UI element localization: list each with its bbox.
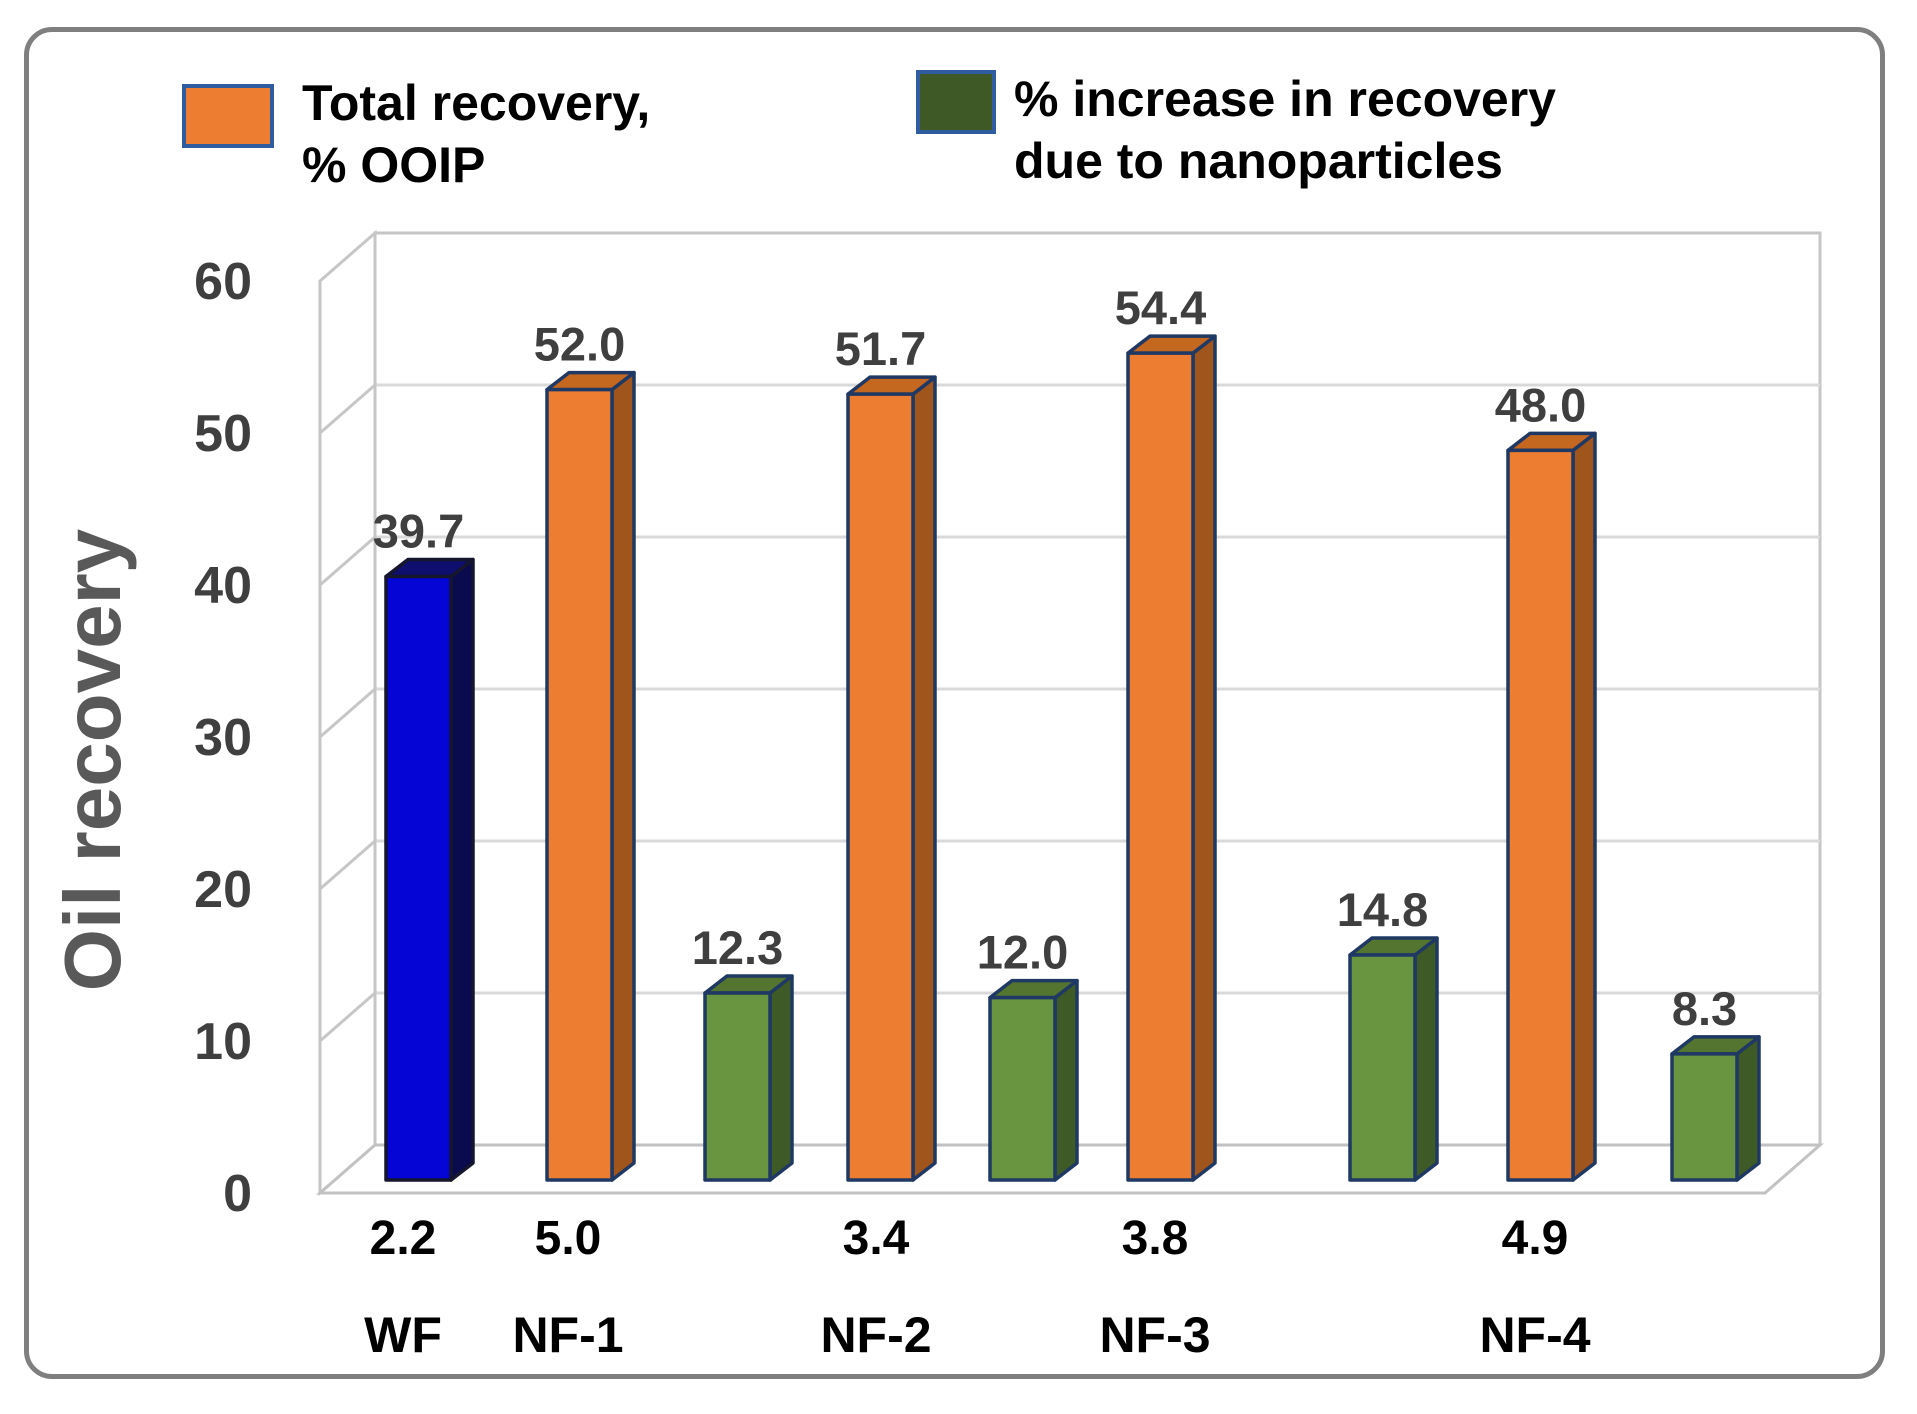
legend-label-line: % OOIP [302, 137, 486, 193]
left-wall-tick-50 [319, 383, 376, 435]
x-category-label-WF: WF [364, 1307, 442, 1363]
left-wall-tick-20 [319, 839, 376, 891]
y-tick-label-30: 30 [194, 709, 252, 767]
legend-label-line: % increase in recovery [1014, 71, 1556, 127]
bar-side-face [1735, 1035, 1761, 1182]
bar-NF-3-series-0 [1126, 334, 1217, 1182]
x-sublabel-WF: 2.2 [370, 1212, 437, 1265]
bar-front-face [1126, 351, 1195, 1182]
bar-value-label-NF-1-1: 12.3 [692, 921, 783, 974]
x-sublabel-NF-4: 4.9 [1502, 1212, 1569, 1265]
y-tick-label-0: 0 [223, 1165, 252, 1223]
bar-front-face [545, 387, 614, 1182]
bar-value-label-NF-4-0: 48.0 [1495, 378, 1586, 431]
bar-side-face [911, 375, 937, 1182]
y-tick-label-60: 60 [194, 253, 252, 311]
figure-border [24, 27, 1885, 1379]
bar-front-face [846, 392, 915, 1182]
bar-side-face [1413, 936, 1439, 1182]
legend-label-total-recovery: Total recovery, % OOIP [302, 72, 650, 196]
legend-label-increase-recovery: % increase in recovery due to nanopartic… [1014, 68, 1556, 192]
legend-item-total-recovery: Total recovery, % OOIP [182, 75, 650, 196]
bar-value-label-NF-3-0: 54.4 [1115, 281, 1206, 334]
bar-WF-series-0 [384, 557, 475, 1182]
bar-side-face [1571, 431, 1597, 1182]
bar-side-face [449, 557, 475, 1182]
left-wall-tick-30 [319, 687, 376, 739]
left-wall-tick-40 [319, 535, 376, 587]
bar-value-label-NF-4-1: 8.3 [1672, 982, 1737, 1035]
legend-swatch-green [916, 70, 996, 134]
bar-value-label-NF-3-1: 14.8 [1337, 883, 1428, 936]
x-category-label-NF-3: NF-3 [1099, 1307, 1210, 1363]
legend-item-increase-recovery: % increase in recovery due to nanopartic… [916, 70, 1556, 192]
bar-NF-4-series-0 [1506, 431, 1597, 1182]
x-sublabel-NF-3: 3.8 [1122, 1212, 1189, 1265]
x-sublabel-NF-1: 5.0 [535, 1212, 602, 1265]
bar-front-face [1670, 1052, 1739, 1182]
bar-NF-1-series-1 [703, 974, 794, 1182]
bar-NF-4-series-1 [1670, 1035, 1761, 1182]
x-sublabel-NF-2: 3.4 [843, 1212, 910, 1265]
x-category-label-NF-1: NF-1 [512, 1307, 623, 1363]
y-tick-label-20: 20 [194, 861, 252, 919]
x-category-label-NF-4: NF-4 [1479, 1307, 1590, 1363]
y-tick-label-40: 40 [194, 557, 252, 615]
bar-side-face [1053, 978, 1079, 1182]
bar-front-face [384, 574, 453, 1182]
bar-NF-1-series-0 [545, 370, 636, 1182]
bar-value-label-WF-0: 39.7 [373, 505, 464, 558]
bar-front-face [988, 995, 1057, 1182]
bar-NF-3-series-1 [1348, 936, 1439, 1182]
y-axis-title: Oil recovery [48, 528, 137, 991]
y-tick-label-10: 10 [194, 1013, 252, 1071]
x-category-label-NF-2: NF-2 [820, 1307, 931, 1363]
bar-side-face [610, 370, 636, 1182]
bar-front-face [1348, 953, 1417, 1182]
bar-side-face [1191, 334, 1217, 1182]
bar-value-label-NF-1-0: 52.0 [534, 318, 625, 371]
left-wall-tick-10 [319, 991, 376, 1043]
bar-NF-2-series-0 [846, 375, 937, 1182]
bar-NF-2-series-1 [988, 978, 1079, 1182]
bar-value-label-NF-2-0: 51.7 [835, 322, 926, 375]
legend-swatch-orange [182, 84, 274, 148]
bar-value-label-NF-2-1: 12.0 [977, 926, 1068, 979]
y-tick-label-50: 50 [194, 405, 252, 463]
bar-front-face [1506, 448, 1575, 1182]
legend-label-line: due to nanoparticles [1014, 133, 1503, 189]
bar-front-face [703, 991, 772, 1182]
bar-side-face [768, 974, 794, 1182]
legend-label-line: Total recovery, [302, 75, 651, 131]
